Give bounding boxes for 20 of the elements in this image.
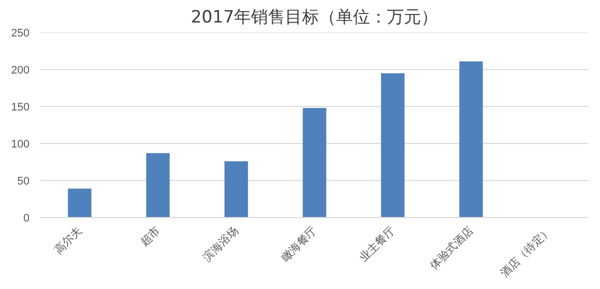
x-tick-label: 超市 — [138, 224, 163, 249]
x-tick-label: 高尔夫 — [52, 224, 84, 256]
bar — [302, 108, 326, 218]
bar — [68, 188, 92, 218]
x-tick-label: 瞰海餐厅 — [278, 224, 320, 264]
y-tick-label: 100 — [11, 138, 30, 150]
chart-title: 2017年销售目标（单位：万元） — [190, 8, 438, 28]
x-tick-label: 业主餐厅 — [357, 224, 398, 264]
y-tick-label: 0 — [23, 212, 30, 224]
y-tick-label: 50 — [17, 176, 30, 188]
x-tick-label: 滨海浴场 — [200, 224, 241, 264]
x-tick-label: 体验式酒店 — [428, 224, 476, 272]
bar — [459, 61, 483, 218]
bar — [224, 161, 248, 218]
bar — [146, 153, 170, 218]
y-tick-label: 150 — [11, 102, 30, 114]
x-tick-label: 酒店（待定） — [498, 224, 554, 280]
y-tick-label: 250 — [11, 28, 30, 40]
y-tick-label: 200 — [11, 64, 30, 76]
bar — [381, 73, 405, 218]
